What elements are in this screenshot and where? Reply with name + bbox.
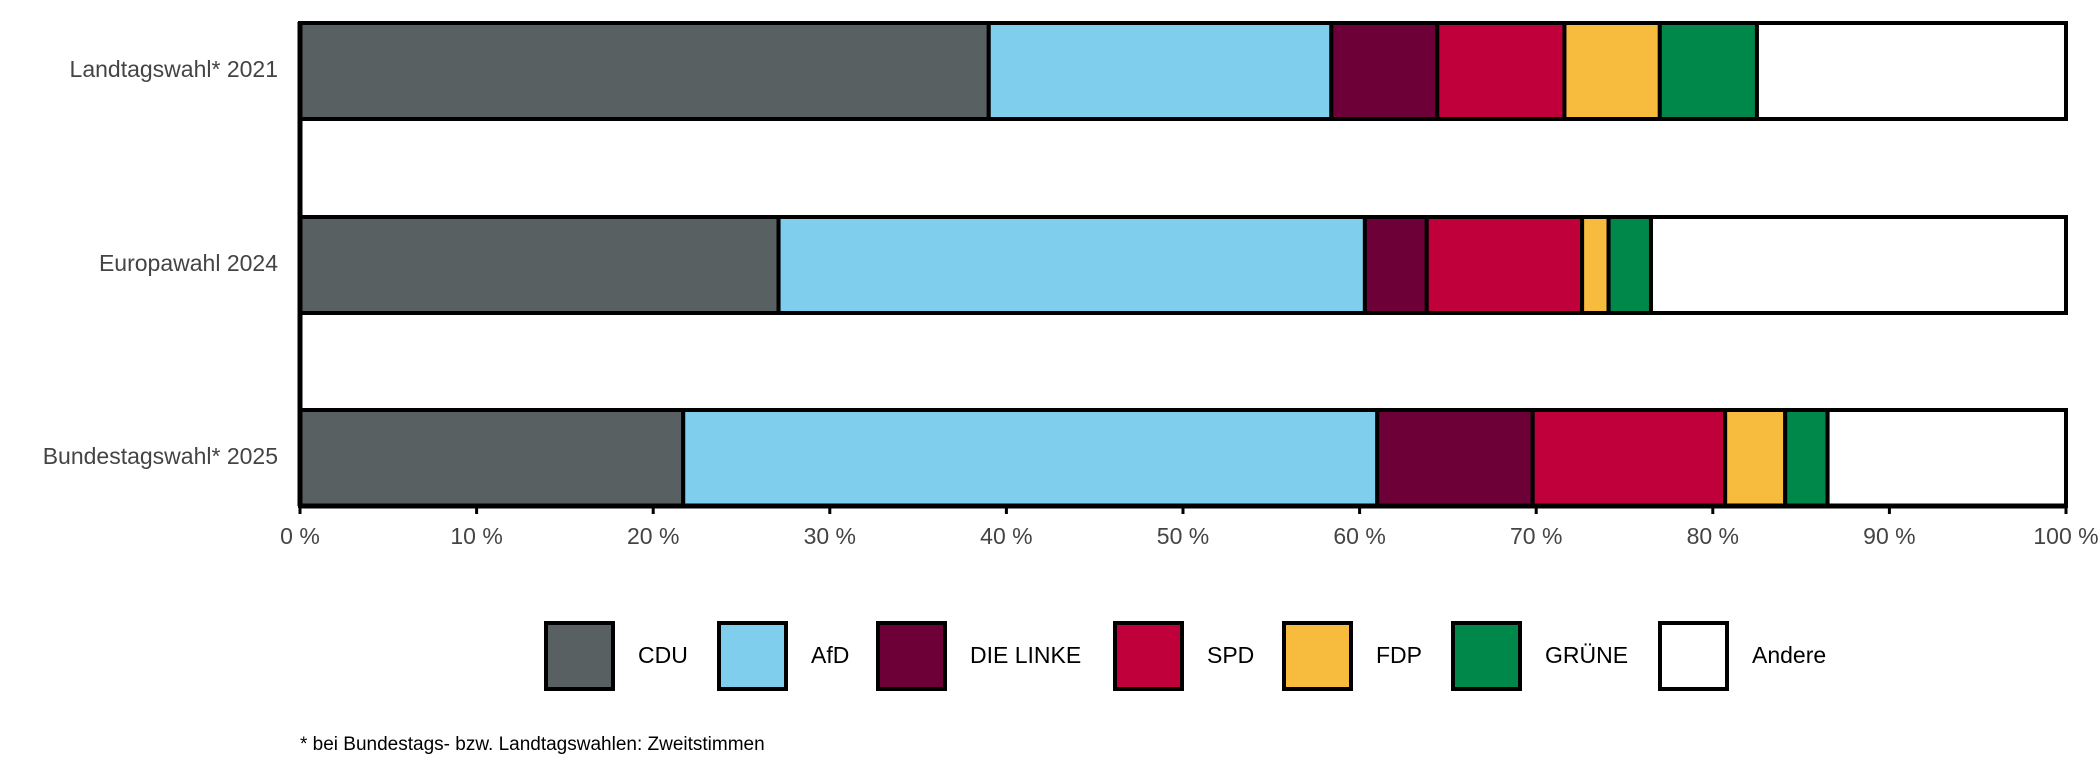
x-tick-label: 40 % — [980, 523, 1032, 549]
bar-segment — [298, 215, 781, 315]
bar-segment — [1362, 215, 1429, 315]
legend-swatch — [876, 621, 947, 691]
bar-segment — [1580, 215, 1611, 315]
bar-segment — [681, 408, 1380, 508]
bar-segment — [1530, 408, 1728, 508]
legend-swatch — [717, 621, 788, 691]
bar-segment — [776, 215, 1367, 315]
x-tick-label: 30 % — [804, 523, 856, 549]
bar-segment — [298, 408, 686, 508]
x-tick-label: 10 % — [450, 523, 502, 549]
x-tick-label: 60 % — [1333, 523, 1385, 549]
legend-swatch — [1113, 621, 1184, 691]
y-tick-label: Landtagswahl* 2021 — [70, 56, 278, 82]
bar-segment — [986, 21, 1334, 121]
legend-swatch — [1282, 621, 1353, 691]
bar-segment — [1329, 21, 1440, 121]
x-tick-label: 90 % — [1863, 523, 1915, 549]
bar-segment — [1783, 408, 1830, 508]
bar-segment — [1562, 21, 1662, 121]
bar-segment — [1723, 408, 1788, 508]
bar-segment — [1648, 215, 2068, 315]
bar-segment — [1754, 21, 2068, 121]
x-tick-label: 80 % — [1687, 523, 1739, 549]
legend-label: GRÜNE — [1545, 642, 1628, 668]
legend-swatch — [544, 621, 615, 691]
legend-label: CDU — [638, 642, 688, 668]
x-tick-label: 50 % — [1157, 523, 1209, 549]
y-tick-label: Europawahl 2024 — [99, 250, 278, 276]
bar-segment — [1424, 215, 1585, 315]
y-tick-label: Bundestagswahl* 2025 — [43, 443, 278, 469]
legend-swatch — [1451, 621, 1522, 691]
legend-label: AfD — [811, 642, 849, 668]
x-tick-label: 70 % — [1510, 523, 1562, 549]
bar-segment — [1435, 21, 1567, 121]
x-tick-label: 0 % — [280, 523, 320, 549]
bar-segment — [1375, 408, 1535, 508]
bar-segment — [298, 21, 991, 121]
legend-label: DIE LINKE — [970, 642, 1081, 668]
x-tick-label: 100 % — [2033, 523, 2098, 549]
legend-label: FDP — [1376, 642, 1422, 668]
bar-segment — [1657, 21, 1759, 121]
legend-swatch — [1658, 621, 1729, 691]
legend-label: Andere — [1752, 642, 1826, 668]
footnote: * bei Bundestags- bzw. Landtagswahlen: Z… — [300, 734, 765, 755]
legend-label: SPD — [1207, 642, 1254, 668]
bar-segment — [1606, 215, 1653, 315]
bar-segment — [1825, 408, 2068, 508]
x-tick-label: 20 % — [627, 523, 679, 549]
